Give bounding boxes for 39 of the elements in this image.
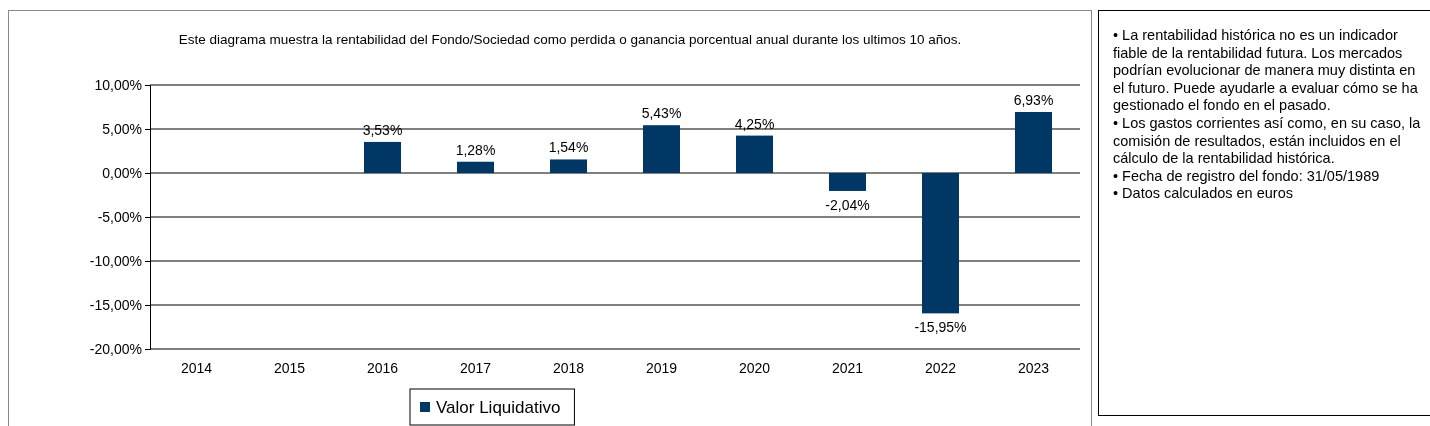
y-tick-label: 10,00% bbox=[94, 76, 142, 93]
y-tick-label: -20,00% bbox=[89, 340, 142, 357]
y-tick-label: -5,00% bbox=[97, 208, 142, 225]
text: • Datos calculados en euros bbox=[1113, 185, 1294, 203]
x-tick-label: 2017 bbox=[459, 359, 492, 376]
x-tick-label: 2019 bbox=[645, 359, 678, 376]
bar bbox=[364, 141, 401, 173]
bar bbox=[1015, 112, 1052, 173]
x-tick-label: 2015 bbox=[273, 359, 306, 376]
text: • Los gastos corrientes así como, en su caso, la comisión de resultados, están incluidos en el cálculo de la rentabilidad histórica. bbox=[1113, 114, 1422, 168]
text: • Fecha de registro del fondo: 31/05/1989 bbox=[1113, 167, 1381, 186]
data-label: 6,93% bbox=[1013, 92, 1054, 109]
data-label: 4,25% bbox=[734, 115, 775, 132]
bar bbox=[643, 125, 680, 173]
x-tick-label: 2022 bbox=[924, 359, 957, 376]
x-tick-label: 2014 bbox=[180, 359, 213, 376]
data-label: 1,28% bbox=[455, 141, 496, 158]
x-tick-label: 2018 bbox=[552, 359, 585, 376]
y-tick-label: 5,00% bbox=[102, 120, 142, 137]
bar bbox=[922, 173, 959, 314]
legend-label: Valor Liquidativo bbox=[436, 398, 561, 417]
y-tick-label: -10,00% bbox=[89, 252, 142, 269]
x-tick-label: 2023 bbox=[1017, 359, 1050, 376]
data-label: -2,04% bbox=[825, 196, 870, 213]
bar bbox=[550, 159, 587, 173]
bar bbox=[829, 173, 866, 191]
data-label: 3,53% bbox=[362, 121, 403, 138]
y-tick-label: -15,00% bbox=[89, 296, 142, 313]
text: • La rentabilidad histórica no es un indicador fiable de la rentabilidad futura. Los mercados podrían evolucionar de manera muy distinta en el futuro. Puede ayudarle a evaluar cómo se ha gestionado el fondo en el pasado. bbox=[1113, 27, 1419, 115]
data-label: -15,95% bbox=[914, 319, 967, 336]
chart-title: Este diagrama muestra la rentabilidad del Fondo/Sociedad como perdida o ganancia porcentual anual durante los ultimos 10 años. bbox=[177, 32, 963, 47]
y-tick-label: 0,00% bbox=[102, 164, 142, 181]
data-label: 5,43% bbox=[641, 105, 682, 122]
x-tick-label: 2016 bbox=[366, 359, 399, 376]
bar bbox=[457, 161, 494, 173]
bar bbox=[736, 135, 773, 173]
data-label: 1,54% bbox=[548, 139, 589, 156]
x-tick-label: 2020 bbox=[738, 359, 771, 376]
x-tick-label: 2021 bbox=[831, 359, 864, 376]
